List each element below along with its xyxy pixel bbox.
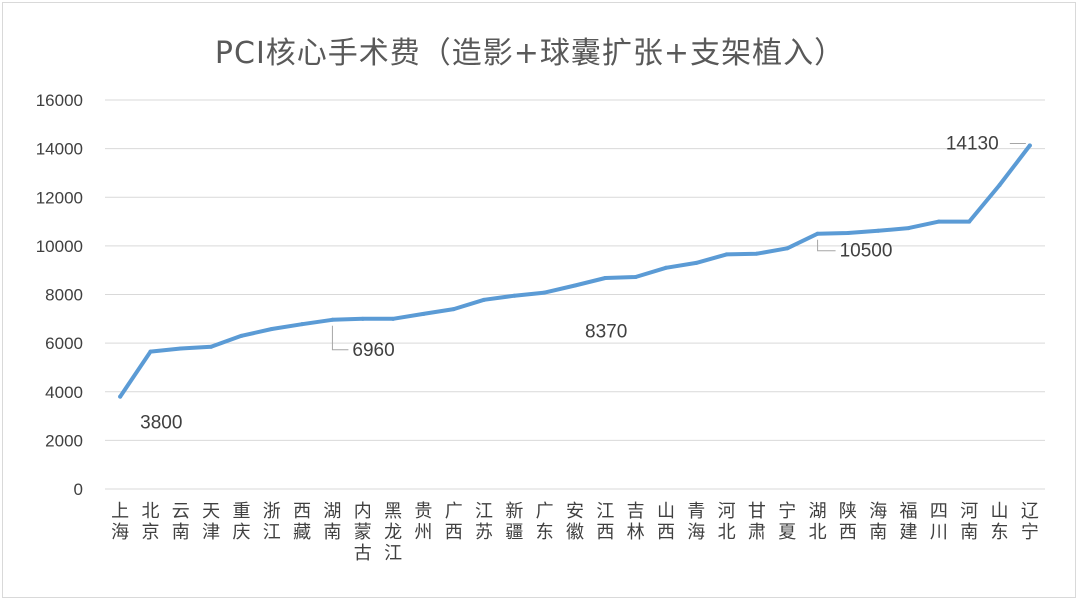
data-point	[1027, 143, 1032, 148]
data-label: 10500	[840, 241, 893, 262]
data-point	[118, 394, 123, 399]
x-category-label: 天津	[202, 501, 220, 543]
data-point	[269, 327, 274, 332]
data-label-leader	[331, 325, 349, 351]
data-point	[330, 317, 335, 322]
chart-title: PCI核心手术费（造影+球囊扩张+支架植入）	[214, 36, 846, 71]
data-point	[421, 311, 426, 316]
y-tick-label: 14000	[36, 140, 83, 159]
x-category-label: 安徽	[566, 501, 584, 543]
x-category-label: 山西	[657, 501, 675, 543]
x-category-label: 福建	[900, 501, 918, 543]
data-point	[239, 333, 244, 338]
x-category-label: 北京	[141, 501, 159, 543]
x-category-label: 广东	[536, 501, 554, 543]
y-tick-label: 8000	[45, 286, 83, 305]
y-tick-label: 4000	[45, 383, 83, 402]
data-point	[663, 265, 668, 270]
data-label: 3800	[140, 413, 182, 434]
data-point	[573, 283, 577, 288]
x-category-label: 青海	[687, 501, 705, 543]
x-category-label: 四川	[930, 501, 948, 543]
data-point	[542, 290, 547, 295]
y-tick-label: 6000	[45, 334, 83, 353]
y-tick-label: 0	[74, 480, 83, 499]
x-category-label: 辽宁	[1021, 501, 1039, 543]
data-point	[754, 251, 759, 256]
data-point	[209, 344, 214, 349]
data-label: 6960	[352, 340, 394, 361]
data-point	[148, 349, 153, 354]
data-label: 14130	[946, 133, 999, 154]
x-category-label: 河南	[960, 501, 978, 543]
data-point	[694, 260, 699, 265]
x-category-label: 宁夏	[778, 501, 796, 543]
data-point	[936, 219, 941, 224]
x-category-label: 新疆	[505, 501, 523, 543]
x-category-label: 湖南	[323, 501, 341, 543]
data-point	[512, 293, 517, 298]
data-point	[451, 307, 456, 312]
x-category-label: 吉林	[627, 501, 645, 543]
data-point	[997, 183, 1002, 188]
x-category-label: 陕西	[839, 501, 857, 543]
series-line	[118, 143, 1032, 399]
y-tick-label: 10000	[36, 237, 83, 256]
x-category-label: 江苏	[475, 501, 493, 543]
x-category-label: 甘肃	[748, 501, 766, 543]
x-category-label: 山东	[991, 501, 1009, 543]
data-point	[967, 219, 972, 224]
x-category-label: 湖北	[809, 501, 827, 543]
x-category-label: 内蒙古	[354, 501, 372, 564]
x-category-label: 重庆	[232, 501, 250, 543]
data-point	[845, 230, 850, 235]
data-point	[785, 246, 790, 251]
data-point	[724, 252, 729, 257]
data-point	[906, 226, 911, 231]
data-label-leader	[817, 239, 836, 252]
data-point	[633, 274, 638, 279]
data-point	[876, 228, 881, 233]
data-point	[360, 316, 365, 321]
data-point	[603, 275, 608, 280]
data-point	[391, 316, 396, 321]
y-tick-label: 2000	[45, 431, 83, 450]
x-category-label: 海南	[869, 501, 887, 543]
x-category-label: 黑龙江	[384, 501, 402, 564]
x-category-label: 上海	[111, 501, 129, 543]
x-category-label: 贵州	[414, 501, 432, 543]
x-category-label: 浙江	[263, 501, 281, 543]
x-category-label: 河北	[718, 501, 736, 543]
data-point	[815, 231, 820, 236]
x-category-label: 江西	[596, 501, 614, 543]
data-point	[178, 346, 183, 351]
x-category-label: 广西	[445, 501, 463, 543]
x-category-label: 云南	[172, 501, 190, 543]
data-point	[300, 322, 305, 327]
x-category-label: 西藏	[293, 501, 311, 543]
y-tick-label: 12000	[36, 188, 83, 207]
data-label: 8370	[585, 322, 627, 343]
data-point	[482, 297, 487, 302]
y-tick-label: 16000	[36, 91, 83, 110]
